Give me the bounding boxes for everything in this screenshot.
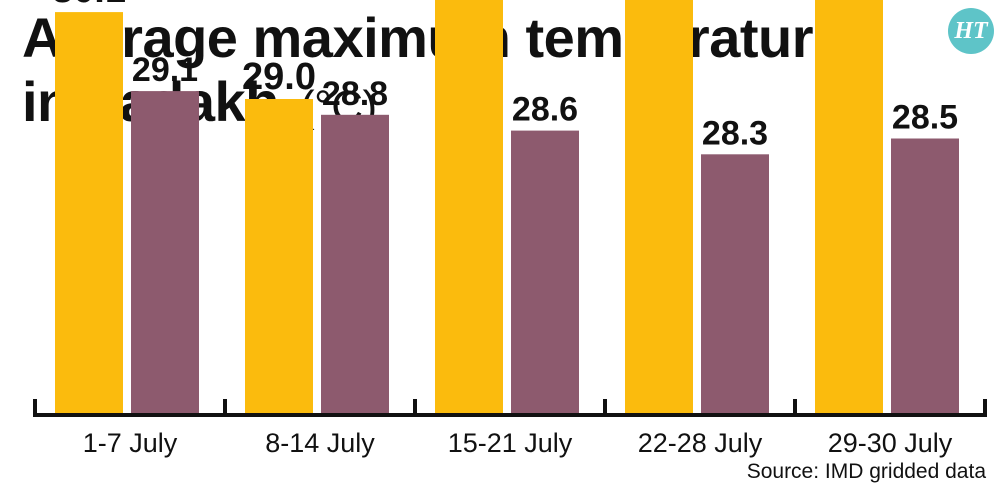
data-label-b-4: 28.3 [702, 114, 768, 152]
bar-b-1 [131, 91, 199, 415]
x-tick-label-3: 15-21 July [448, 428, 573, 458]
bar-b-3 [511, 130, 579, 415]
data-label-b-3: 28.6 [512, 91, 578, 129]
bar-a-2 [245, 99, 313, 415]
bar-b-5 [891, 138, 959, 415]
source-note: Source: IMD gridded data [746, 460, 986, 483]
data-label-b-5: 28.5 [892, 99, 958, 137]
x-tick-label-1: 1-7 July [83, 428, 178, 458]
data-label-a-1: 30.1 [52, 0, 126, 11]
bar-b-4 [701, 154, 769, 416]
bar-a-3 [435, 0, 503, 416]
bar-b-2 [321, 114, 389, 416]
data-label-a-2: 29.0 [242, 56, 316, 98]
data-label-b-1: 29.1 [132, 51, 198, 89]
bar-a-5 [815, 0, 883, 415]
ht-logo: HT [948, 8, 994, 54]
bar-a-4 [625, 0, 693, 415]
data-label-b-2: 28.8 [322, 75, 388, 113]
x-tick-label-5: 29-30 July [828, 428, 953, 458]
x-tick-label-2: 8-14 July [265, 428, 375, 458]
x-tick-label-4: 22-28 July [638, 428, 763, 458]
bar-a-1 [55, 12, 123, 415]
